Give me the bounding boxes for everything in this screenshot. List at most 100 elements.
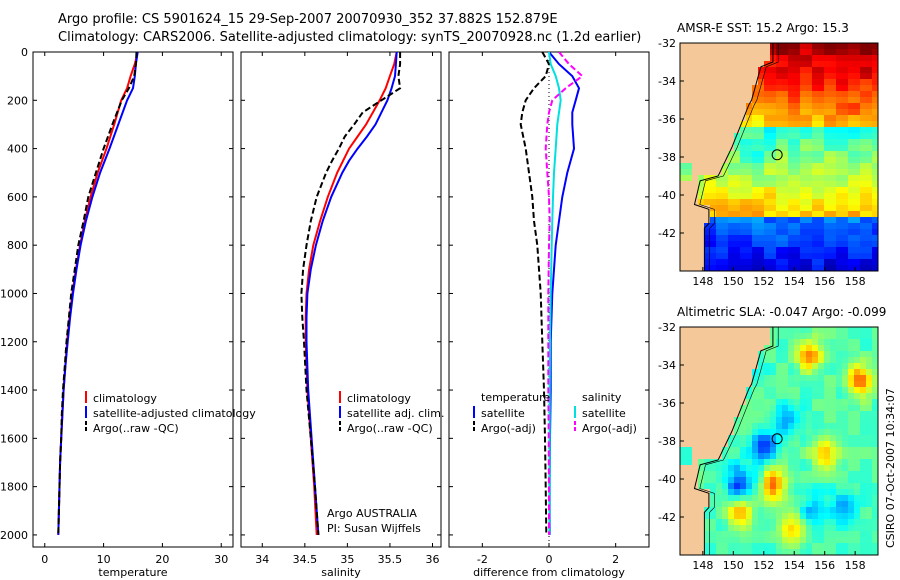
map-cell bbox=[758, 459, 765, 466]
map-cell bbox=[764, 259, 771, 266]
map-cell bbox=[758, 85, 765, 92]
map-cell bbox=[854, 265, 861, 271]
map-cell bbox=[806, 501, 813, 508]
map-cell bbox=[764, 241, 771, 248]
map-cell bbox=[848, 429, 855, 436]
map-cell bbox=[704, 483, 711, 490]
map-cell bbox=[758, 477, 765, 484]
map-cell bbox=[788, 145, 795, 152]
map-cell bbox=[812, 175, 819, 182]
map-cell bbox=[740, 417, 747, 424]
map-cell bbox=[836, 447, 843, 454]
map-cell bbox=[824, 115, 831, 122]
map-cell bbox=[764, 429, 771, 436]
map-cell bbox=[830, 187, 837, 194]
map-cell bbox=[854, 441, 861, 448]
map-cell bbox=[770, 253, 777, 260]
map-cell bbox=[782, 91, 789, 98]
map-cell bbox=[716, 181, 723, 188]
map-cell bbox=[704, 103, 711, 110]
map-cell bbox=[842, 265, 849, 271]
map-cell bbox=[830, 543, 837, 550]
map-cell bbox=[812, 247, 819, 254]
map-cell bbox=[806, 405, 813, 412]
map-cell bbox=[710, 265, 717, 271]
map-cell bbox=[752, 423, 759, 430]
map-cell bbox=[836, 43, 843, 50]
map-cell bbox=[770, 507, 777, 514]
map-cell bbox=[692, 435, 699, 442]
map-cell bbox=[824, 109, 831, 116]
map-cell bbox=[818, 55, 825, 62]
map-cell bbox=[692, 519, 699, 526]
map-cell bbox=[800, 187, 807, 194]
map-cell bbox=[710, 429, 717, 436]
map-cell bbox=[830, 465, 837, 472]
map-cell bbox=[812, 345, 819, 352]
map-cell bbox=[788, 61, 795, 68]
map-cell bbox=[812, 217, 819, 224]
map-cell bbox=[752, 339, 759, 346]
map-cell bbox=[716, 429, 723, 436]
map-cell bbox=[746, 351, 753, 358]
y-tick-label: 200 bbox=[7, 94, 28, 107]
map-cell bbox=[866, 513, 873, 520]
map-cell bbox=[704, 265, 711, 271]
series-group bbox=[300, 52, 402, 535]
map-cell bbox=[818, 163, 825, 170]
map-cell bbox=[806, 351, 813, 358]
map-cell bbox=[698, 519, 705, 526]
map-cell bbox=[764, 133, 771, 140]
map-cell bbox=[812, 549, 819, 555]
map-cell bbox=[830, 549, 837, 555]
map-cell bbox=[704, 507, 711, 514]
map-cell bbox=[830, 333, 837, 340]
map-cell bbox=[764, 519, 771, 526]
map-cell bbox=[800, 435, 807, 442]
map-cell bbox=[866, 465, 873, 472]
map-cell bbox=[824, 345, 831, 352]
map-cell bbox=[830, 151, 837, 158]
map-cell bbox=[746, 133, 753, 140]
map-cell bbox=[824, 49, 831, 56]
map-cell bbox=[746, 363, 753, 370]
map-cell bbox=[734, 369, 741, 376]
map-cell bbox=[764, 199, 771, 206]
map-cell bbox=[686, 67, 693, 74]
map-cell bbox=[794, 97, 801, 104]
x-tick-label: -2 bbox=[477, 553, 488, 566]
map-cell bbox=[836, 411, 843, 418]
map-cell bbox=[710, 459, 717, 466]
map-cell bbox=[716, 507, 723, 514]
map-cell bbox=[800, 247, 807, 254]
map-cell bbox=[836, 495, 843, 502]
figure-title-line2: Climatology: CARS2006. Satellite-adjuste… bbox=[58, 30, 641, 45]
map-cell bbox=[686, 339, 693, 346]
map-cell bbox=[686, 91, 693, 98]
map-cell bbox=[728, 175, 735, 182]
map-cell bbox=[758, 145, 765, 152]
map-cell bbox=[818, 513, 825, 520]
map-cell bbox=[728, 193, 735, 200]
map-cell bbox=[854, 55, 861, 62]
map-cell bbox=[704, 447, 711, 454]
temperature-legend: climatology satellite-adjusted climatolo… bbox=[85, 391, 256, 435]
map-x-tick-label: 154 bbox=[784, 559, 805, 572]
map-y-tick-label: -34 bbox=[658, 75, 676, 88]
map-cell bbox=[722, 543, 729, 550]
map-cell bbox=[830, 133, 837, 140]
map-cell bbox=[734, 133, 741, 140]
map-cell bbox=[848, 151, 855, 158]
map-cell bbox=[704, 339, 711, 346]
map-cell bbox=[758, 549, 765, 555]
map-cell bbox=[848, 357, 855, 364]
map-cell bbox=[800, 151, 807, 158]
map-cell bbox=[860, 519, 867, 526]
map-cell bbox=[788, 399, 795, 406]
map-cell bbox=[722, 489, 729, 496]
map-cell bbox=[758, 163, 765, 170]
map-cell bbox=[740, 531, 747, 538]
map-cell bbox=[746, 79, 753, 86]
map-cell bbox=[722, 247, 729, 254]
map-cell bbox=[830, 513, 837, 520]
